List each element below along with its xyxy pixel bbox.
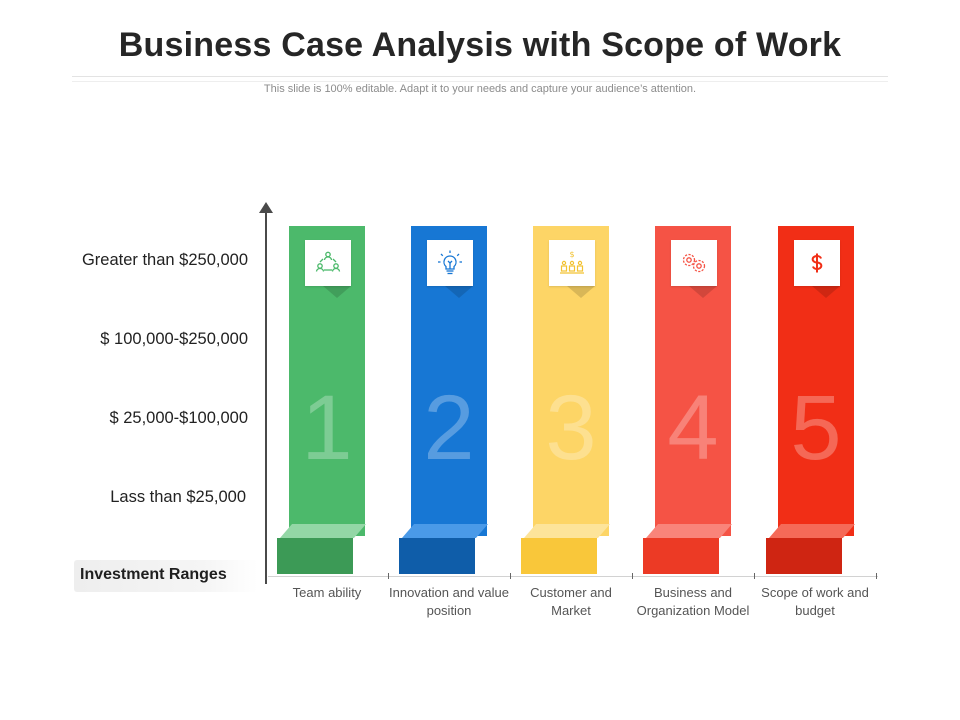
column-4: 4 — [655, 226, 731, 536]
title-divider — [72, 76, 888, 77]
caption-line: Team ability — [292, 585, 362, 600]
caption-line: Business and — [653, 585, 733, 600]
lightbulb-icon — [438, 250, 462, 275]
column-3-base-top — [524, 524, 610, 538]
caption-line: Organization Model — [636, 603, 750, 618]
axis-tick — [876, 573, 877, 579]
column-3-base — [521, 538, 597, 574]
column-number: 1 — [301, 377, 353, 479]
column-1-caption: Team ability — [266, 584, 388, 602]
icon-shadow — [812, 286, 840, 298]
title-divider-secondary — [72, 81, 888, 82]
customer-market-icon: $ — [560, 250, 584, 274]
column-4-caption: Business and Organization Model — [632, 584, 754, 620]
column-2-base — [399, 538, 475, 574]
column-5-base — [766, 538, 842, 574]
caption-line: Market — [551, 603, 591, 618]
column-5-base-top — [769, 524, 855, 538]
axis-tick — [388, 573, 389, 579]
icon-shadow — [689, 286, 717, 298]
level-label-100k-250k: $ 100,000-$250,000 — [100, 330, 248, 348]
column-3-caption: Customer and Market — [510, 584, 632, 620]
icon-shadow — [445, 286, 473, 298]
icon-tile — [671, 240, 717, 286]
gears-icon — [682, 253, 706, 273]
column-3: 3 $ — [533, 226, 609, 536]
team-network-icon — [315, 251, 341, 272]
icon-shadow — [567, 286, 595, 298]
column-number: 3 — [545, 377, 597, 479]
column-2-base-top — [402, 524, 488, 538]
column-5-caption: Scope of work and budget — [754, 584, 876, 620]
icon-shadow — [323, 286, 351, 298]
caption-line: position — [426, 603, 472, 618]
caption-line: budget — [795, 603, 835, 618]
svg-text:$: $ — [569, 250, 574, 259]
vertical-axis — [265, 212, 267, 584]
level-label-25k-100k: $ 25,000-$100,000 — [109, 409, 248, 427]
column-5: 5 — [778, 226, 854, 536]
page-subtitle: This slide is 100% editable. Adapt it to… — [263, 83, 697, 95]
column-number: 5 — [790, 377, 842, 479]
level-label-greater-250k: Greater than $250,000 — [81, 251, 248, 269]
column-2-caption: Innovation and value position — [388, 584, 510, 620]
investment-ranges-label: Investment Ranges — [80, 566, 227, 583]
caption-line: Innovation and value — [389, 585, 509, 600]
column-1-base-top — [280, 524, 366, 538]
column-2: 2 — [411, 226, 487, 536]
icon-tile: $ — [549, 240, 595, 286]
investment-ranges-box — [74, 560, 258, 592]
axis-tick — [510, 573, 511, 579]
level-label-less-25k: Lass than $25,000 — [110, 488, 246, 506]
axis-tick — [754, 573, 755, 579]
axis-tick — [632, 573, 633, 579]
dollar-icon — [811, 253, 823, 273]
icon-tile — [427, 240, 473, 286]
column-1-base — [277, 538, 353, 574]
page-title: Business Case Analysis with Scope of Wor… — [118, 26, 842, 64]
column-4-base-top — [646, 524, 732, 538]
caption-line: Scope of work and — [761, 585, 869, 600]
column-number: 2 — [423, 377, 475, 479]
caption-line: Customer and — [530, 585, 612, 600]
icon-tile — [305, 240, 351, 286]
column-number: 4 — [667, 377, 719, 479]
icon-tile — [794, 240, 840, 286]
column-1: 1 — [289, 226, 365, 536]
column-4-base — [643, 538, 719, 574]
axis-arrow-up-icon — [259, 202, 273, 213]
baseline — [268, 576, 878, 577]
